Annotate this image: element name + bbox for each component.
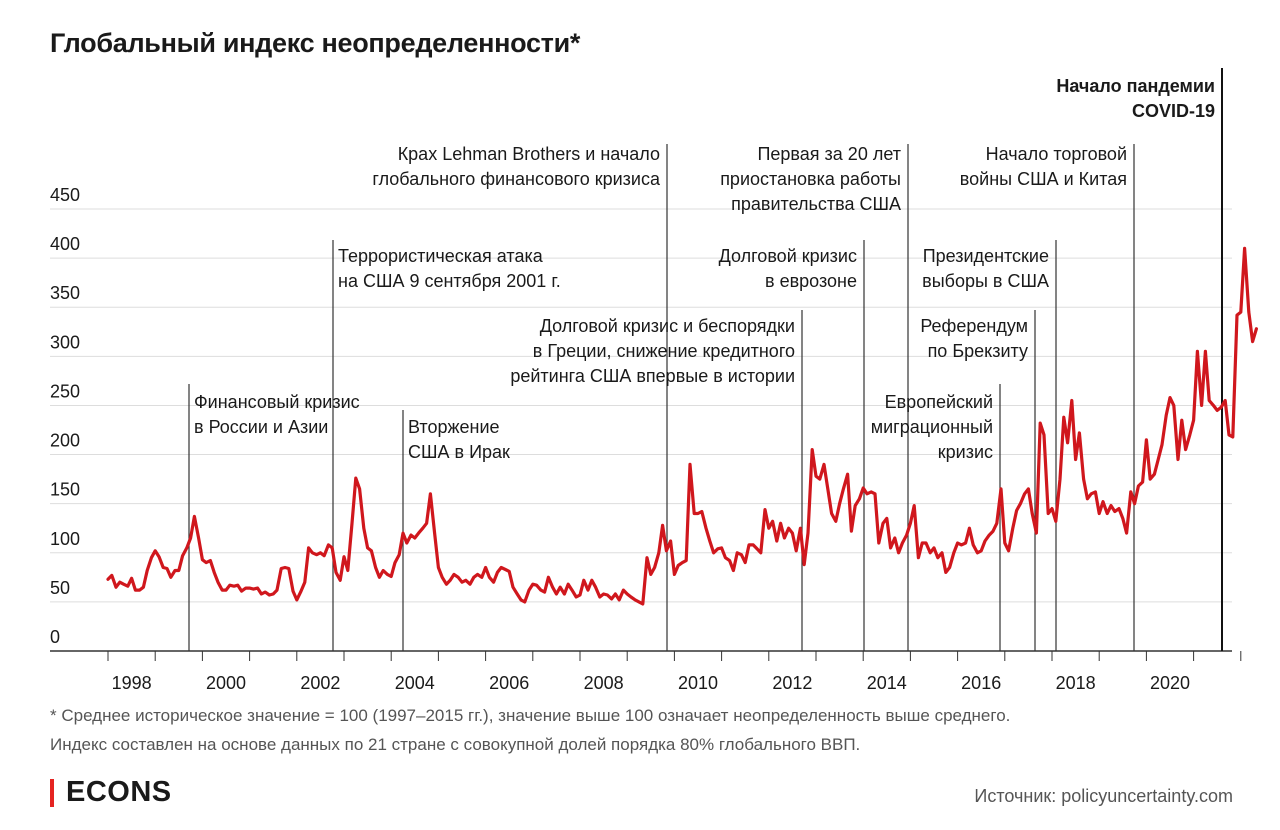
annotation-label-line: Террористическая атака [338, 246, 544, 266]
x-tick-label: 2008 [584, 673, 624, 693]
annotation-label: Начало пандемии COVID-19 [1056, 76, 1215, 121]
x-tick-label: 2018 [1056, 673, 1096, 693]
source-credit: Источник: policyuncertainty.com [974, 786, 1233, 806]
annotation-label-line: кризис [938, 442, 993, 462]
series-layer [106, 246, 1258, 606]
y-tick-label: 400 [50, 234, 80, 254]
annotation-label: Долговой кризис и беспорядки в Греции, сн… [510, 316, 795, 386]
annotation-label: Европейский миграционный кризис [871, 392, 993, 462]
y-tick-label: 150 [50, 480, 80, 500]
y-tick-label: 250 [50, 381, 80, 401]
brand-name: ECONS [66, 776, 172, 808]
annotation-label: Террористическая атака на США 9 сентября … [338, 246, 561, 291]
annotation-label-line: выборы в США [922, 271, 1049, 291]
y-tick-label: 200 [50, 431, 80, 451]
annotation-label: Референдум по Брекзиту [920, 316, 1028, 361]
x-tick-label: 2020 [1150, 673, 1190, 693]
annotation-label-line: войны США и Китая [960, 169, 1127, 189]
annotation-label-line: в России и Азии [194, 417, 328, 437]
y-tick-label: 50 [50, 578, 70, 598]
annotation-label: Начало торговой войны США и Китая [960, 144, 1127, 189]
x-tick-label: 2006 [489, 673, 529, 693]
annotation-label-line: Долговой кризис [719, 246, 857, 266]
x-tick-label: 2010 [678, 673, 718, 693]
series-line-uncertainty-index [106, 246, 1258, 606]
annotation-label-line: рейтинга США впервые в истории [510, 366, 795, 386]
x-tick-label: 2002 [300, 673, 340, 693]
brand-logo: ECONS [50, 776, 172, 809]
x-tick-label: 2012 [772, 673, 812, 693]
annotation-label-line: США в Ирак [408, 442, 510, 462]
uncertainty-line-chart: 0 50 100 150 200 250 300 350 400 450 1998 2000 2002… [50, 68, 1258, 693]
annotation-label-line: Вторжение [408, 417, 500, 437]
annotation-label-line: Долговой кризис и беспорядки [540, 316, 795, 336]
annotation-label-line: Начало торговой [986, 144, 1127, 164]
x-tick-label: 2016 [961, 673, 1001, 693]
annotation-label-line: приостановка работы [720, 169, 901, 189]
annotation-label: Финансовый кризис в России и Азии [194, 392, 360, 437]
annotation-label-line: COVID-19 [1132, 101, 1215, 121]
y-tick-label: 100 [50, 529, 80, 549]
y-tick-label: 0 [50, 627, 60, 647]
annotation-label-line: Финансовый кризис [194, 392, 360, 412]
event-annotations: Финансовый кризис в России и Азии Террорис… [188, 68, 1223, 651]
x-axis: 1998 2000 2002 2004 2006 2008 2010 2012 2014 2016… [50, 650, 1242, 693]
annotation-label-line: Первая за 20 лет [757, 144, 901, 164]
x-tick-label: 1998 [112, 673, 152, 693]
chart-title: Глобальный индекс неопределенности* [50, 28, 581, 58]
y-tick-label: 450 [50, 185, 80, 205]
annotation-label-line: по Брекзиту [928, 341, 1028, 361]
y-tick-label: 300 [50, 332, 80, 352]
annotation-label-line: в еврозоне [765, 271, 857, 291]
annotation-label-line: Начало пандемии [1056, 76, 1215, 96]
annotation-label-line: Европейский [885, 392, 993, 412]
x-tick-label: 2014 [867, 673, 907, 693]
annotation-label-line: в Греции, снижение кредитного [533, 341, 795, 361]
brand-accent-bar [50, 778, 54, 807]
annotation-label: Первая за 20 лет приостановка работы прави… [720, 144, 901, 214]
y-tick-label: 350 [50, 283, 80, 303]
annotation-label-line: на США 9 сентября 2001 г. [338, 271, 561, 291]
annotation-label: Президентские выборы в США [922, 246, 1049, 291]
annotation-label-line: Референдум [920, 316, 1028, 336]
annotation-label-line: Крах Lehman Brothers и начало [398, 144, 660, 164]
x-tick-label: 2004 [395, 673, 435, 693]
annotation-label-line: миграционный [871, 417, 993, 437]
x-tick-label: 2000 [206, 673, 246, 693]
annotation-label: Долговой кризис в еврозоне [719, 246, 857, 291]
annotation-label: Крах Lehman Brothers и начало глобального… [372, 144, 661, 189]
annotation-label-line: глобального финансового кризиса [372, 169, 661, 189]
annotation-label-line: правительства США [731, 194, 901, 214]
grid-lines [50, 208, 1232, 603]
footnote-line-1: * Среднее историческое значение = 100 (1… [50, 706, 1011, 725]
annotation-label: Вторжение США в Ирак [408, 417, 510, 462]
annotation-label-line: Президентские [923, 246, 1049, 266]
y-axis-tick-labels: 0 50 100 150 200 250 300 350 400 450 [50, 185, 80, 647]
footnote-line-2: Индекс составлен на основе данных по 21 … [50, 735, 861, 754]
